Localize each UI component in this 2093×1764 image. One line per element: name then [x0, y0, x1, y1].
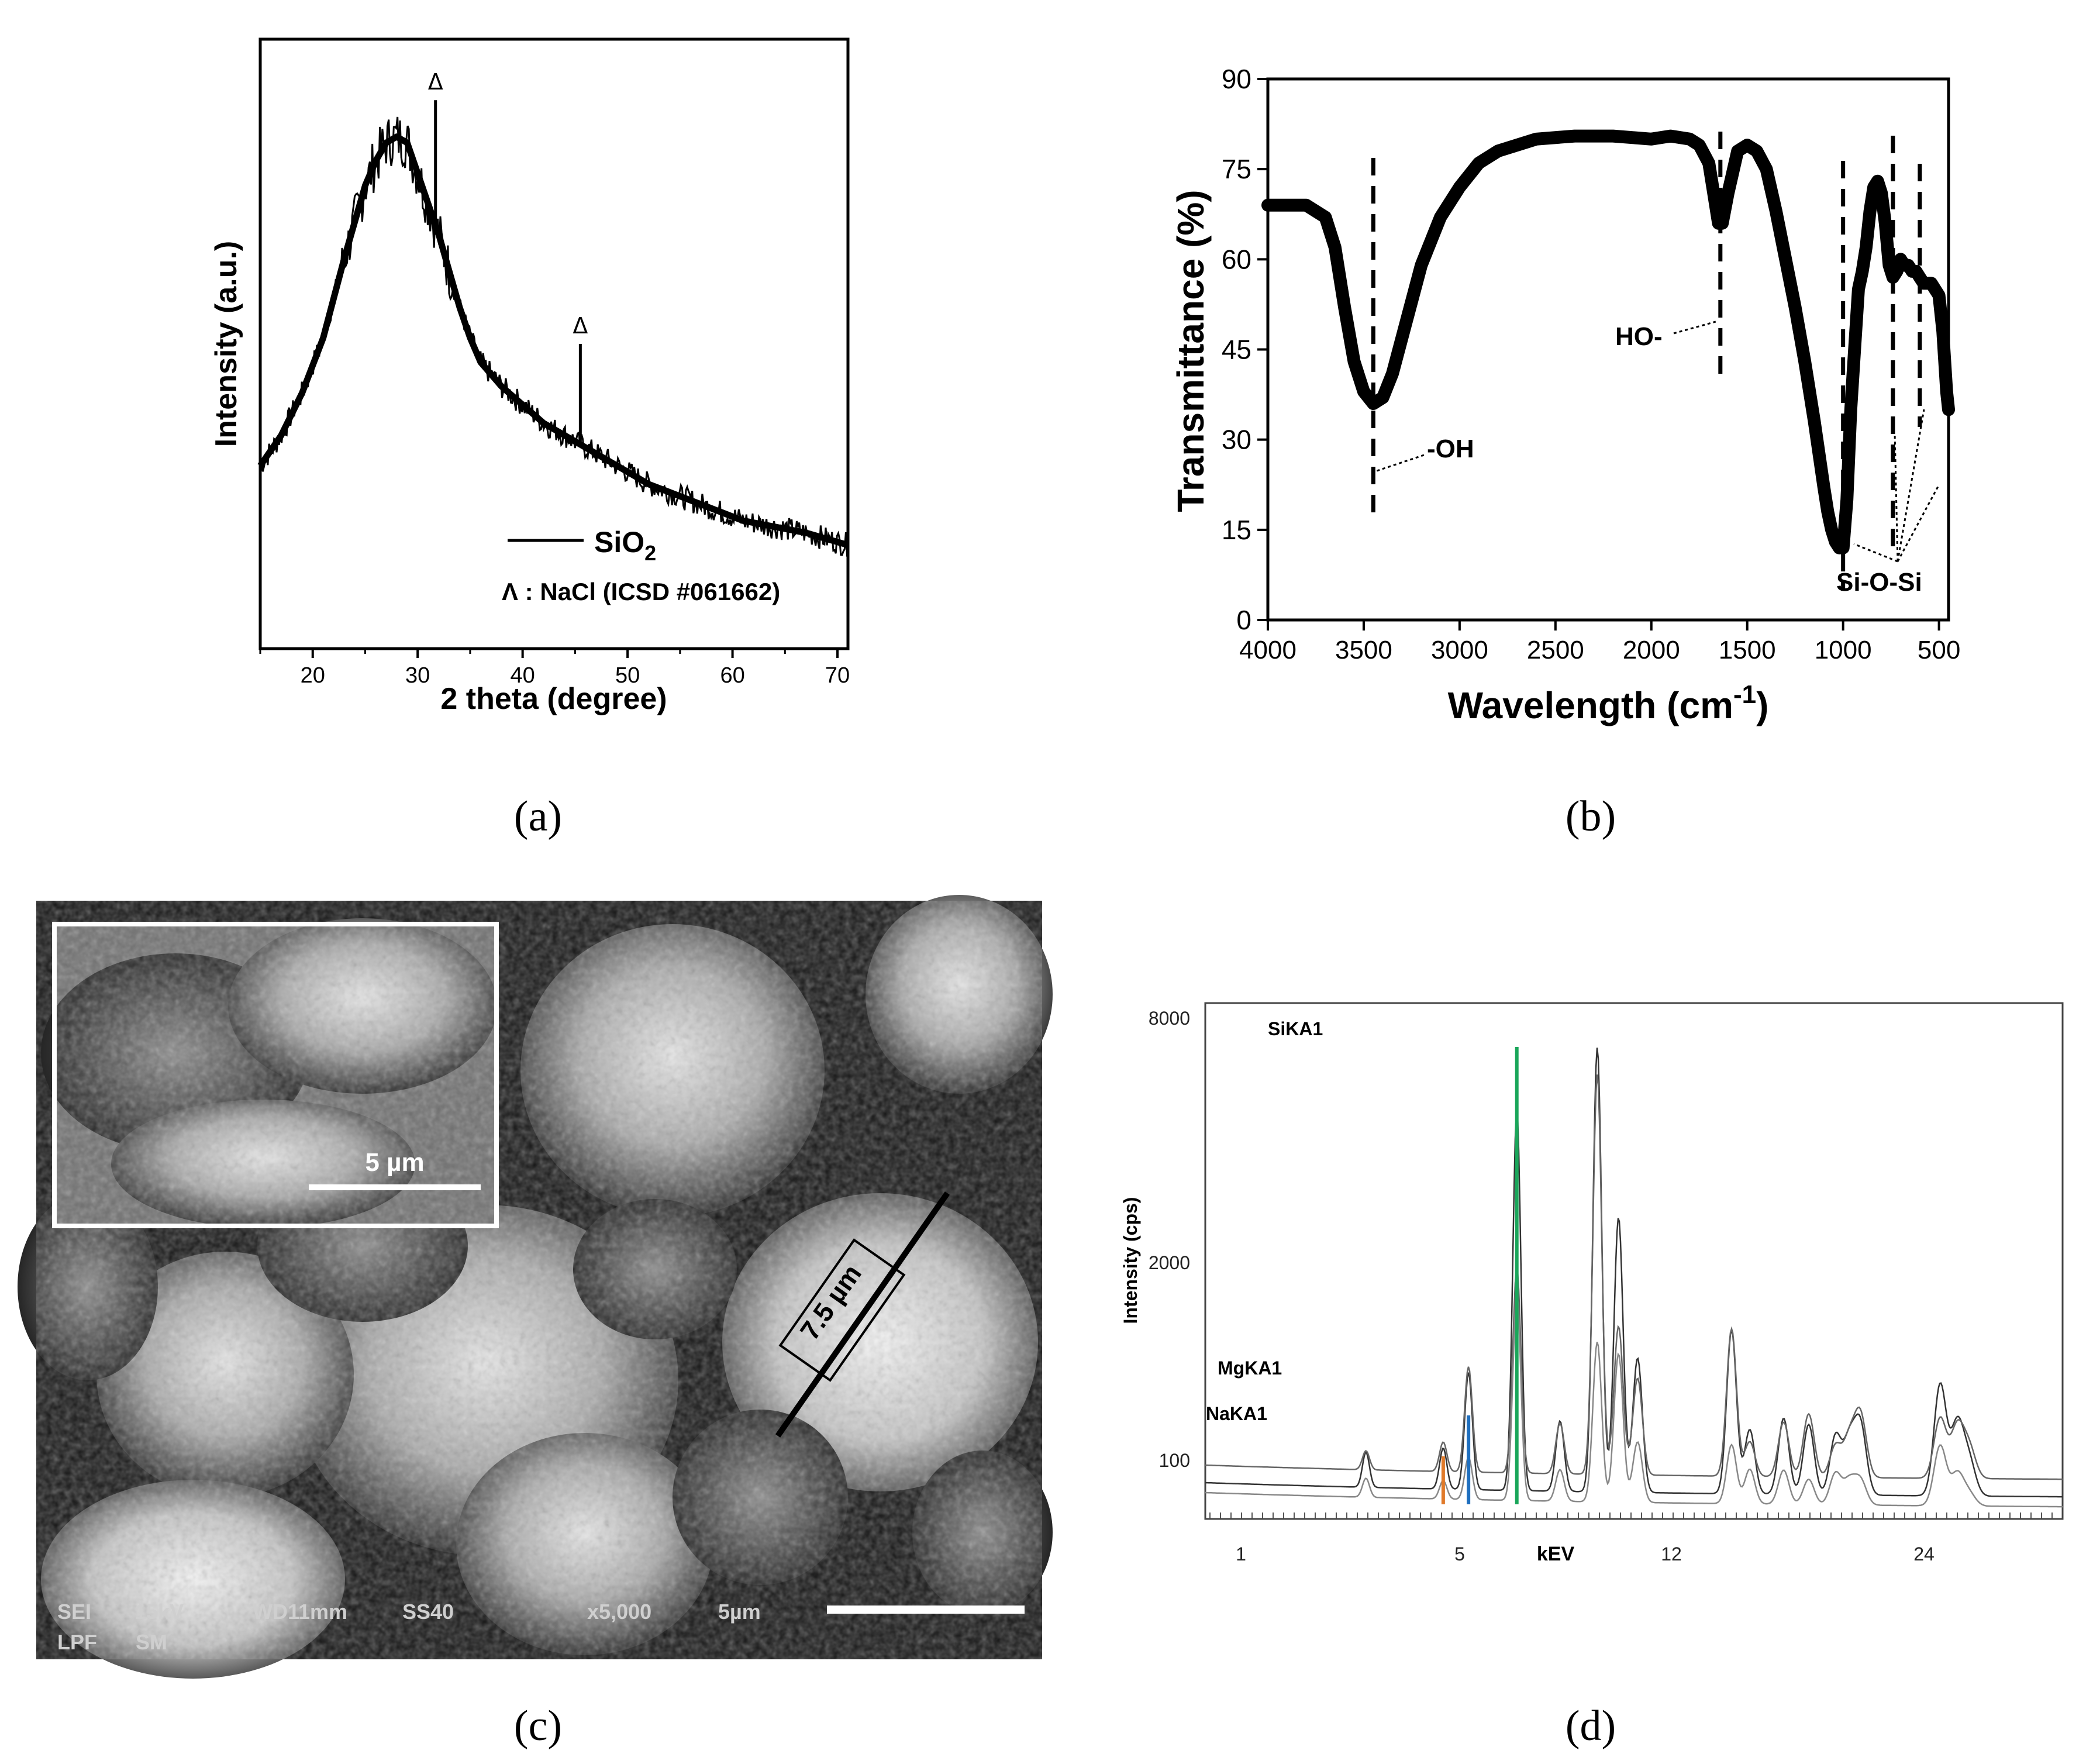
xrd-peak-marker: Δ: [428, 69, 443, 95]
ftir-series-line: [1261, 129, 1955, 554]
ftir-chart: 0 15 30 45 60 75 90 4000 3500 3000 2500 2000 1500 10…: [1170, 64, 1960, 726]
edx-spectrum-line: [1205, 1048, 2063, 1498]
x-tick-label: 500: [1918, 636, 1960, 664]
y-tick-label: 0: [1236, 605, 1251, 635]
xrd-noise-trace: [259, 116, 849, 557]
svg-text:5µm: 5µm: [718, 1600, 761, 1624]
x-tick-label: 60: [720, 663, 744, 688]
x-tick-label: 4000: [1239, 636, 1297, 664]
svg-text:LPF: LPF: [57, 1630, 97, 1654]
y-tick-label: 60: [1222, 244, 1251, 274]
annotation-leader: [1894, 432, 1899, 562]
annotation-ho: HO-: [1615, 322, 1663, 351]
legend-series-label: SiO2: [594, 526, 656, 565]
edx-spectrum-line: [1205, 1074, 2063, 1480]
peak-label-naka1: NaKA1: [1206, 1403, 1267, 1424]
sem-inset: 5 µm: [41, 918, 499, 1228]
ftir-annotations: -OH HO- Si-O-Si: [1376, 321, 1940, 597]
svg-text:SS40: SS40: [402, 1600, 454, 1624]
edx-spectra: [1205, 1048, 2063, 1508]
edx-chart: 8000 2000 100 1 5 12 24 kEV Intensity (c…: [1120, 1002, 2064, 1565]
inset-scale-label: 5 µm: [365, 1148, 424, 1177]
svg-text:15kV: 15kV: [135, 1600, 184, 1624]
annotation-leader: [1853, 543, 1898, 563]
annotation-leader: [1376, 454, 1425, 472]
plot-frame: [258, 37, 850, 650]
xrd-series-line: [257, 133, 849, 549]
caption-c: (c): [514, 1702, 562, 1750]
x-tick-label: 20: [301, 663, 325, 688]
x-tick-label: 70: [825, 663, 850, 688]
y-tick-label: 30: [1222, 425, 1251, 455]
annotation-oh: -OH: [1427, 435, 1474, 463]
x-axis-label: kEV: [1537, 1543, 1575, 1565]
x-tick-label: 3500: [1335, 636, 1392, 664]
x-tick-label: 2500: [1527, 636, 1584, 664]
x-tick-label: 30: [405, 663, 430, 688]
x-tick-label: 50: [615, 663, 640, 688]
annotation-sios: Si-O-Si: [1836, 568, 1922, 597]
legend-marker-note: Λ : NaCl (ICSD #061662): [502, 578, 780, 605]
edx-x-tick-5: 5: [1454, 1544, 1465, 1565]
sem-image: 5 µm 7.5 µm SEI 15kV WD11mm SS40 x5,000 …: [18, 895, 1053, 1679]
edx-peak-markers: [1441, 1047, 1519, 1504]
edx-spectrum-line: [1205, 1293, 2063, 1508]
x-axis-label: 2 theta (degree): [440, 682, 667, 716]
xrd-peaks: ΔΔ: [428, 69, 588, 445]
caption-a: (a): [514, 793, 562, 840]
plot-frame: [1204, 1002, 2064, 1520]
x-tick-label: 1000: [1815, 636, 1872, 664]
svg-text:x5,000: x5,000: [587, 1600, 651, 1624]
edx-y-tick-100: 100: [1159, 1450, 1190, 1471]
svg-text:WD11mm: WD11mm: [253, 1600, 347, 1624]
ftir-x-ticks: 4000 3500 3000 2500 2000 1500 1000 500: [1239, 620, 1960, 664]
xrd-chart: ΔΔ 20 30 40 50 60 70 2 theta (degree) Intensi…: [209, 37, 850, 716]
legend: SiO2 Λ : NaCl (ICSD #061662): [502, 526, 780, 605]
annotation-leader: [1897, 485, 1940, 562]
edx-x-tick-1: 1: [1236, 1544, 1246, 1565]
xrd-peak-marker: Δ: [573, 313, 588, 339]
svg-text:SM: SM: [136, 1630, 167, 1654]
peak-label-sika1: SiKA1: [1268, 1018, 1323, 1039]
y-tick-label: 15: [1222, 515, 1251, 545]
edx-y-tick-2000: 2000: [1149, 1252, 1190, 1273]
xrd-noise: [259, 116, 849, 557]
sem-footer: SEI 15kV WD11mm SS40 x5,000 5µm LPF SM: [57, 1600, 1025, 1654]
xrd-x-ticks: 20 30 40 50 60 70: [259, 649, 850, 688]
caption-d: (d): [1566, 1702, 1616, 1750]
ftir-y-ticks: 0 15 30 45 60 75 90: [1222, 64, 1268, 635]
edx-minor-ticks: [1209, 1513, 2053, 1518]
x-axis-label: Wavelength (cm-1): [1448, 680, 1769, 726]
x-tick-label: 1500: [1719, 636, 1776, 664]
x-tick-label: 40: [511, 663, 535, 688]
y-axis-label: Intensity (cps): [1120, 1197, 1141, 1324]
edx-x-tick-12: 12: [1661, 1544, 1682, 1565]
y-tick-label: 75: [1222, 154, 1251, 184]
edx-y-tick-8000: 8000: [1149, 1008, 1190, 1029]
ftir-dashed-markers: [1371, 132, 1922, 591]
x-tick-label: 2000: [1623, 636, 1680, 664]
annotation-leader: [1897, 409, 1925, 562]
peak-label-mgka1: MgKA1: [1218, 1358, 1282, 1379]
y-axis-label: Transmittance (%): [1170, 190, 1212, 512]
annotation-leader: [1673, 321, 1716, 335]
edx-x-tick-24: 24: [1913, 1544, 1935, 1565]
y-tick-label: 90: [1222, 64, 1251, 94]
x-tick-label: 3000: [1431, 636, 1488, 664]
caption-b: (b): [1566, 793, 1616, 840]
y-tick-label: 45: [1222, 335, 1251, 365]
svg-text:SEI: SEI: [57, 1600, 91, 1624]
y-axis-label: Intensity (a.u.): [209, 241, 243, 447]
